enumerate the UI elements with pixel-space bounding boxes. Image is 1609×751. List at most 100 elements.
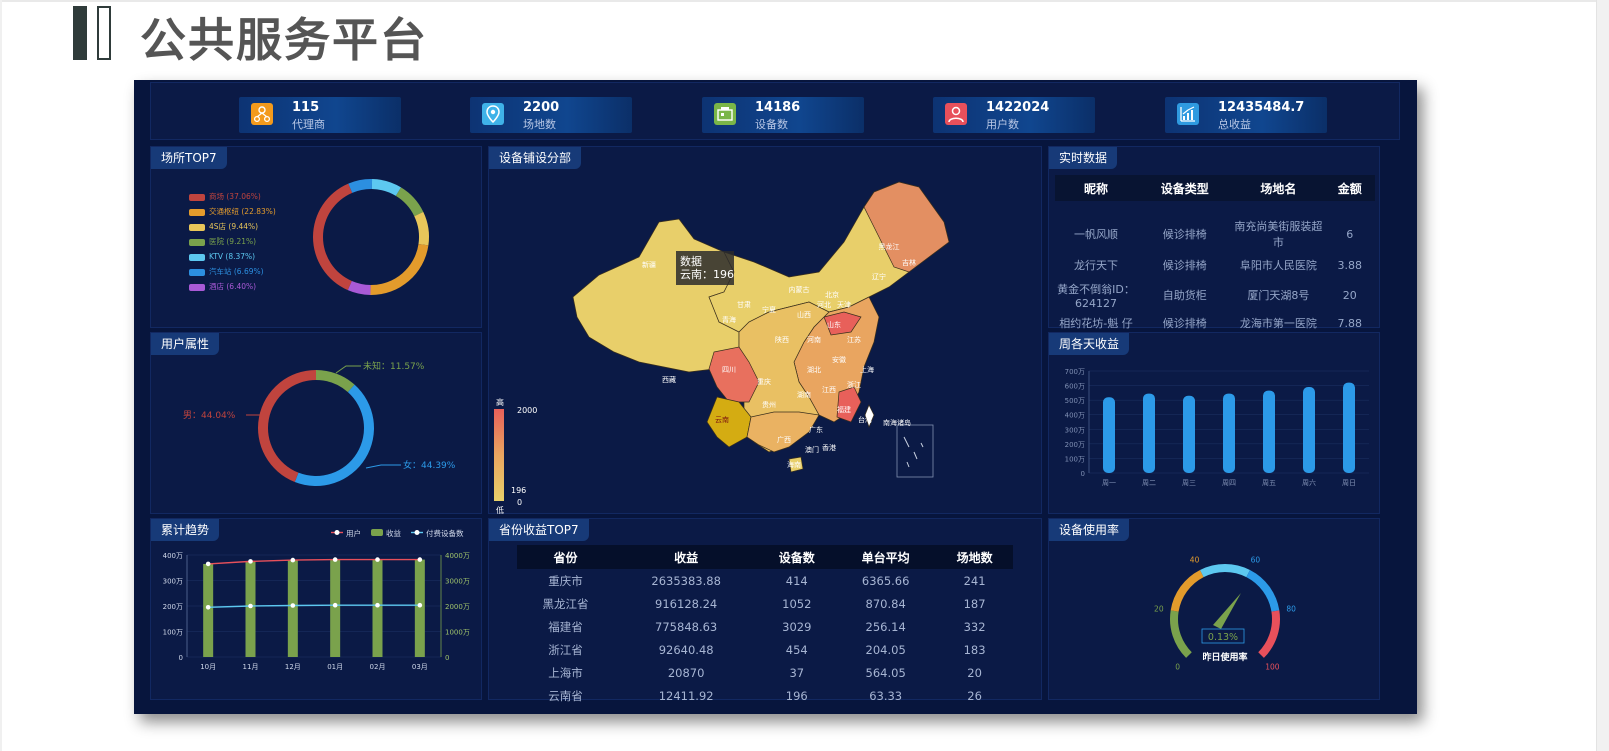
donut-slice[interactable]: [294, 384, 374, 486]
column-header[interactable]: 省份: [517, 545, 614, 569]
venue-donut-chart[interactable]: [151, 147, 483, 329]
legend-swatch: [189, 238, 205, 246]
gauge-value-box: [1201, 628, 1245, 644]
column-header[interactable]: 场地名: [1232, 175, 1325, 201]
province-label: 西藏: [662, 375, 676, 384]
province-label: 四川: [722, 366, 736, 374]
legend-item[interactable]: 商场 (37.06%): [189, 192, 261, 202]
bar[interactable]: [1263, 390, 1275, 473]
province-label: 海南: [787, 460, 801, 469]
legend-item[interactable]: 汽车站 (6.69%): [189, 267, 264, 277]
y-tick-label: 700万: [1065, 368, 1085, 376]
title-decoration-outline: [97, 6, 111, 60]
donut-slice[interactable]: [258, 370, 316, 482]
donut-slice[interactable]: [312, 183, 353, 291]
donut-slice[interactable]: [395, 187, 424, 217]
column-header[interactable]: 收益: [613, 545, 759, 569]
table-row[interactable]: 黑龙江省 916128.24 1052 870.84 187: [517, 592, 1013, 615]
bar[interactable]: [1103, 397, 1115, 473]
kpi-users[interactable]: 1422024 用户数: [933, 97, 1095, 133]
gauge-tick-label: 40: [1190, 555, 1200, 564]
table-row[interactable]: 龙行天下 候诊排椅 阜阳市人民医院 3.88: [1055, 251, 1375, 279]
table-row[interactable]: 上海市 20870 37 564.05 20: [517, 661, 1013, 684]
bar[interactable]: [1223, 393, 1235, 473]
map-region-shandong[interactable]: [823, 311, 862, 336]
legend-item[interactable]: KTV (8.37%): [189, 252, 255, 262]
weekly-revenue-chart[interactable]: 0100万200万300万400万500万600万700万周一 周二 周三 周四 周五周…: [1049, 333, 1381, 515]
kpi-devices[interactable]: 14186 设备数: [702, 97, 864, 133]
table-row[interactable]: 重庆市 2635383.88 414 6365.66 241: [517, 569, 1013, 592]
legend-item[interactable]: 医院 (9.21%): [189, 237, 256, 247]
table-row[interactable]: 相约花坊-魁 仔 候诊排椅 龙海市第一医院 7.88: [1055, 311, 1375, 335]
scale-min: 0: [517, 498, 522, 507]
donut-slice[interactable]: [414, 211, 429, 246]
kpi-revenue[interactable]: 12435484.7 总收益: [1165, 97, 1327, 133]
table-row[interactable]: 浙江省 92640.48 454 204.05 183: [517, 638, 1013, 661]
bar[interactable]: [1303, 387, 1315, 473]
bar[interactable]: [414, 559, 425, 657]
map-region-south[interactable]: [746, 411, 820, 453]
province-label: 安徽: [832, 355, 846, 364]
legend-item[interactable]: 酒店 (6.40%): [189, 282, 256, 292]
table-row[interactable]: 黄金不倒翁ID：624127 自助货柜 厦门天湖8号 20: [1055, 279, 1375, 311]
column-header[interactable]: 设备类型: [1137, 175, 1233, 201]
cell: 南充尚美街服装超市: [1234, 220, 1323, 249]
bar[interactable]: [1343, 382, 1355, 473]
map-region-fujian[interactable]: [836, 386, 862, 423]
donut-slice[interactable]: [316, 370, 355, 393]
bar[interactable]: [372, 559, 383, 657]
table-row[interactable]: 云南省 12411.92 196 63.33 26: [517, 684, 1013, 707]
column-header[interactable]: 场地数: [936, 545, 1013, 569]
table-row[interactable]: 一帆风顺 候诊排椅 南充尚美街服装超市 6: [1055, 217, 1375, 251]
title-decoration-solid: [73, 6, 87, 60]
column-header[interactable]: 设备数: [758, 545, 836, 569]
scale-low-label: 低: [496, 505, 504, 515]
legend-label: 汽车站 (6.69%): [209, 267, 264, 276]
bar[interactable]: [287, 560, 298, 657]
map-region-hainan[interactable]: [788, 456, 804, 473]
map-region-yunnan[interactable]: [706, 396, 752, 448]
bar[interactable]: [1143, 393, 1155, 473]
gauge-segment: [1246, 569, 1280, 612]
legend-label: KTV (8.37%): [209, 252, 256, 261]
cell: 1052: [782, 596, 812, 611]
panel-title: 用户属性: [151, 333, 220, 355]
province-label: 内蒙古: [789, 285, 810, 294]
user-attr-donut-chart[interactable]: 男：44.04% 女：44.39% 未知：11.57%: [151, 333, 483, 515]
bar[interactable]: [1183, 395, 1195, 473]
bar[interactable]: [245, 561, 256, 657]
gauge-label: 昨日使用率: [1202, 651, 1247, 663]
scale-max: 2000: [517, 406, 537, 415]
table-row[interactable]: 福建省 775848.63 3029 256.14 332: [517, 615, 1013, 638]
donut-slice[interactable]: [370, 243, 429, 295]
cell: 241: [963, 573, 986, 588]
donut-slice[interactable]: [347, 281, 371, 295]
south-sea-inset: [896, 424, 934, 478]
donut-slice[interactable]: [348, 179, 373, 193]
device-map-panel: 设备铺设分部: [488, 146, 1043, 515]
kpi-agents[interactable]: 115 代理商: [239, 97, 401, 133]
bar[interactable]: [203, 563, 214, 657]
vertical-scrollbar[interactable]: [1596, 0, 1609, 751]
cell: 332: [963, 619, 986, 634]
legend-label: 交通枢纽 (22.83%): [209, 207, 276, 216]
usage-gauge[interactable]: 0 20 40 60 80 100 0.13% 昨日使用率: [1049, 519, 1381, 701]
kpi-label: 代理商: [292, 118, 325, 131]
map-region-northeast[interactable]: [863, 181, 950, 273]
legend-item[interactable]: 4S店 (9.44%): [189, 222, 258, 232]
kpi-venues[interactable]: 2200 场地数: [470, 97, 632, 133]
column-header[interactable]: 昵称: [1055, 175, 1137, 201]
cumulative-trend-chart[interactable]: 用户 收益 付费设备数 0 0 100万 1000万 200万 2000万 300万 3000万 40…: [151, 519, 483, 701]
column-header[interactable]: 金额: [1324, 175, 1375, 201]
donut-slice[interactable]: [371, 179, 402, 196]
bar[interactable]: [330, 559, 341, 657]
map-region-sichuan[interactable]: [708, 346, 760, 403]
gauge-tick-label: 80: [1286, 605, 1296, 614]
legend-swatch: [189, 283, 205, 291]
province-label: 广东: [809, 425, 823, 434]
y-tick-label-right: 2000万: [445, 603, 470, 611]
map-region-taiwan[interactable]: [864, 404, 875, 428]
column-header[interactable]: 单台平均: [835, 545, 937, 569]
legend-item[interactable]: 交通枢纽 (22.83%): [189, 207, 276, 217]
